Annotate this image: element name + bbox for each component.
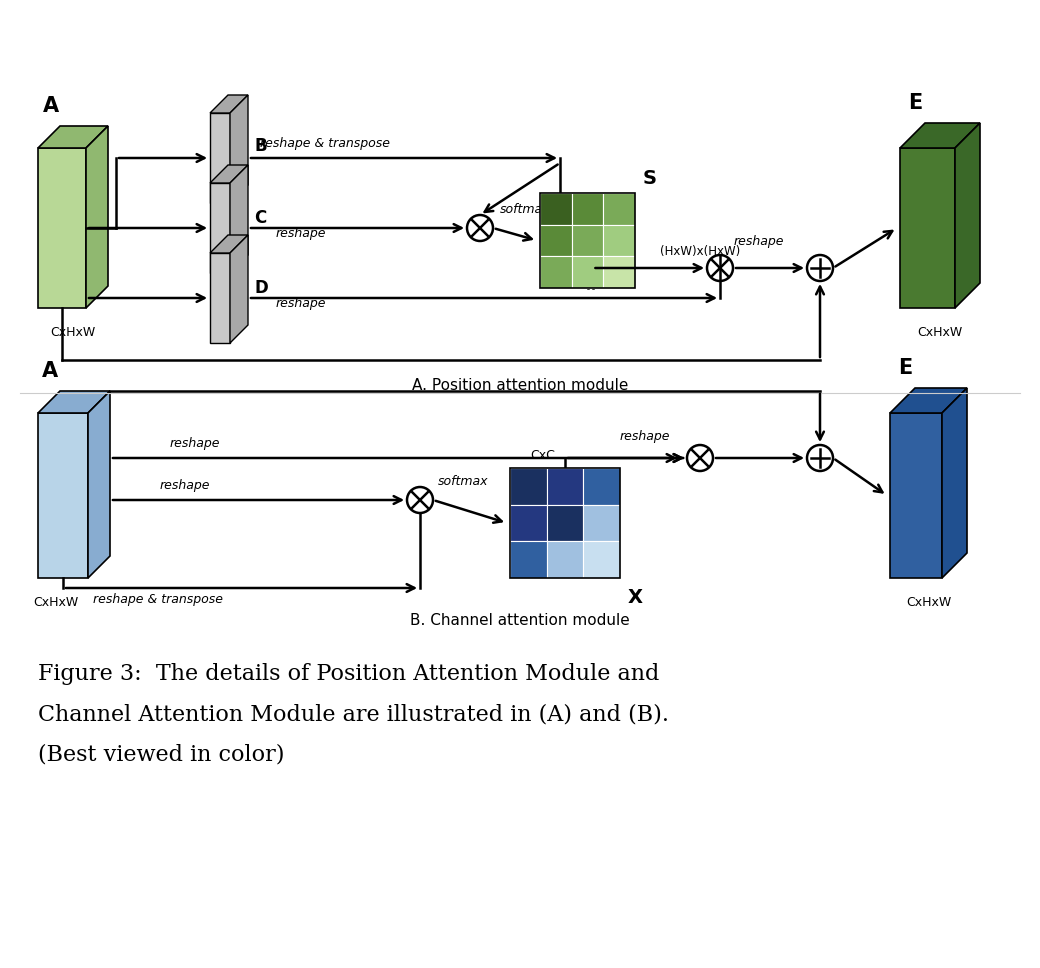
Bar <box>540 257 572 288</box>
Text: reshape & transpose: reshape & transpose <box>260 137 390 150</box>
Text: S: S <box>643 169 657 188</box>
Text: reshape: reshape <box>160 479 210 492</box>
Text: reshape: reshape <box>734 235 784 248</box>
Text: reshape: reshape <box>276 227 327 239</box>
Polygon shape <box>210 235 248 253</box>
Polygon shape <box>900 123 980 148</box>
Polygon shape <box>210 113 230 203</box>
Text: X: X <box>628 588 643 607</box>
Bar <box>510 504 547 541</box>
Polygon shape <box>38 413 88 578</box>
Text: CxC: CxC <box>530 449 555 462</box>
Polygon shape <box>210 95 248 113</box>
Polygon shape <box>230 235 248 343</box>
Polygon shape <box>38 148 86 308</box>
Text: CxHxW: CxHxW <box>50 326 96 339</box>
Text: reshape: reshape <box>276 296 327 310</box>
Text: A: A <box>42 361 58 381</box>
Polygon shape <box>890 388 967 413</box>
Bar <box>540 225 572 257</box>
Text: Figure 3:  The details of Position Attention Module and: Figure 3: The details of Position Attent… <box>38 663 659 685</box>
Polygon shape <box>38 126 108 148</box>
Text: A: A <box>43 96 59 116</box>
Bar <box>510 468 620 578</box>
Bar <box>583 504 620 541</box>
Bar <box>547 468 583 504</box>
Polygon shape <box>86 126 108 308</box>
Polygon shape <box>230 95 248 203</box>
Bar <box>603 257 635 288</box>
Bar <box>540 193 572 225</box>
Bar <box>572 193 603 225</box>
Polygon shape <box>955 123 980 308</box>
Bar <box>572 225 603 257</box>
Polygon shape <box>942 388 967 578</box>
Polygon shape <box>890 413 942 578</box>
Polygon shape <box>210 253 230 343</box>
Bar <box>547 541 583 578</box>
Polygon shape <box>210 165 248 183</box>
Bar <box>510 468 547 504</box>
Bar <box>603 193 635 225</box>
Text: B: B <box>254 137 266 155</box>
Text: B. Channel attention module: B. Channel attention module <box>410 613 630 628</box>
Text: (Best viewed in color): (Best viewed in color) <box>38 743 285 765</box>
Text: E: E <box>908 93 922 113</box>
Text: (HxW)x(HxW): (HxW)x(HxW) <box>660 245 740 258</box>
Bar <box>583 541 620 578</box>
Bar <box>510 541 547 578</box>
Polygon shape <box>230 165 248 273</box>
Text: CxHxW: CxHxW <box>33 596 78 609</box>
Text: reshape & transpose: reshape & transpose <box>93 593 223 606</box>
Text: reshape: reshape <box>170 437 220 450</box>
Text: CxHxW: CxHxW <box>917 326 963 339</box>
Text: CxHxW: CxHxW <box>906 596 952 609</box>
Text: C: C <box>254 209 266 227</box>
Polygon shape <box>88 391 110 578</box>
Text: softmax: softmax <box>438 475 489 488</box>
Bar <box>583 468 620 504</box>
Bar <box>572 257 603 288</box>
Text: reshape: reshape <box>620 430 671 443</box>
Text: A. Position attention module: A. Position attention module <box>412 378 628 393</box>
Text: D: D <box>254 279 267 297</box>
Text: softmax: softmax <box>500 203 550 216</box>
Text: E: E <box>898 358 912 378</box>
Bar <box>540 193 635 288</box>
Text: Channel Attention Module are illustrated in (A) and (B).: Channel Attention Module are illustrated… <box>38 703 669 725</box>
Bar <box>603 225 635 257</box>
Bar <box>547 504 583 541</box>
Polygon shape <box>210 183 230 273</box>
Polygon shape <box>900 148 955 308</box>
Polygon shape <box>38 391 110 413</box>
